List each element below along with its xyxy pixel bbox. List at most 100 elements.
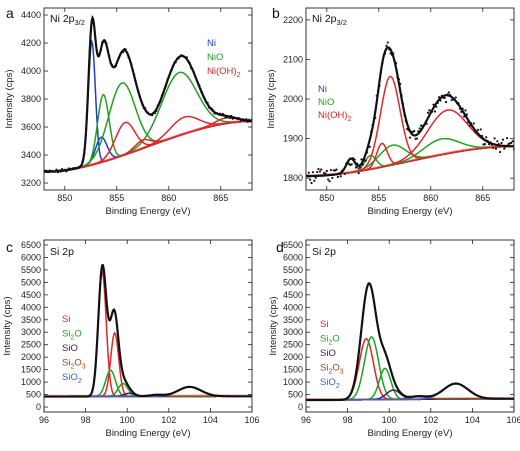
data-point <box>435 105 438 108</box>
plot-area <box>44 264 252 398</box>
y-axis-label: Intensity (cps) <box>2 296 13 355</box>
data-point <box>446 93 449 96</box>
data-point <box>465 113 468 116</box>
envelope-line <box>306 282 514 402</box>
data-point <box>141 103 144 107</box>
panel-letter: d <box>276 239 284 255</box>
y-tick-label: 0 <box>36 402 41 412</box>
component-nio <box>44 82 252 173</box>
data-point <box>167 76 170 79</box>
data-point <box>358 166 362 169</box>
x-tick-label: 106 <box>506 415 520 425</box>
x-axis-label: Binding Energy (eV) <box>105 206 190 217</box>
legend-entry: Si <box>62 314 70 325</box>
data-point <box>119 53 122 56</box>
data-point <box>105 42 108 45</box>
legend-entry: Ni(OH)2 <box>207 66 241 79</box>
panel-letter: a <box>6 5 14 21</box>
data-point <box>399 82 402 85</box>
data-point <box>390 53 394 56</box>
y-tick-label: 3800 <box>21 94 41 104</box>
data-point <box>157 102 161 105</box>
legend: Ni NiO Ni(OH)2 <box>207 38 241 79</box>
data-point <box>335 168 338 171</box>
y-axis-label: Intensity (cps) <box>266 69 277 128</box>
data-point <box>329 168 333 172</box>
data-point <box>117 56 120 59</box>
data-point <box>103 39 107 42</box>
data-point <box>353 158 356 161</box>
data-point <box>494 147 498 150</box>
data-point <box>336 175 339 179</box>
data-point <box>55 168 58 171</box>
y-tick-label: 4400 <box>21 10 41 20</box>
component-nio <box>44 71 252 173</box>
data-point <box>479 128 482 131</box>
data-point <box>365 151 369 154</box>
data-point <box>464 109 467 112</box>
data-point <box>496 140 499 143</box>
x-tick-label: 104 <box>465 415 480 425</box>
data-point <box>461 107 464 110</box>
envelope-line <box>44 264 252 398</box>
data-point <box>318 170 321 173</box>
data-point <box>371 123 374 126</box>
panel-b: b Ni 2p3/2 850 855 860 865 1800 1900 2000 2100 220… <box>266 5 515 217</box>
data-point <box>202 95 205 98</box>
data-point <box>200 91 204 94</box>
legend-entry: SiO2 <box>320 377 340 390</box>
data-point <box>392 52 395 55</box>
data-point <box>396 76 399 79</box>
plot-area <box>306 282 514 402</box>
data-point <box>196 81 200 85</box>
data-point <box>245 118 248 121</box>
data-point <box>444 100 448 104</box>
data-point <box>431 110 434 113</box>
data-point <box>375 94 378 97</box>
data-point <box>88 50 91 53</box>
data-point <box>115 64 118 68</box>
y-tick-label: 3000 <box>21 327 41 337</box>
data-point <box>139 99 143 103</box>
data-point <box>422 124 425 127</box>
data-point <box>135 85 139 88</box>
data-point <box>386 41 389 44</box>
data-point <box>468 124 471 127</box>
legend-entry: Si2O <box>62 329 82 342</box>
data-point <box>447 91 450 94</box>
panel-title: Si 2p <box>312 246 336 258</box>
data-point <box>352 157 355 160</box>
data-point <box>178 55 181 58</box>
y-tick-label: 4000 <box>283 302 303 312</box>
data-point <box>458 107 462 110</box>
data-point <box>453 98 456 102</box>
data-point <box>130 63 133 66</box>
data-point <box>449 93 452 97</box>
data-point <box>164 84 168 87</box>
data-point <box>174 61 177 64</box>
data-point <box>166 78 169 81</box>
data-point <box>511 140 514 143</box>
legend-entry: SiO2 <box>62 372 82 385</box>
data-point <box>400 94 403 97</box>
data-point <box>195 78 198 81</box>
data-point <box>128 59 132 63</box>
data-point <box>350 163 353 166</box>
data-point <box>404 119 407 123</box>
data-point <box>389 52 392 55</box>
data-point <box>338 172 341 175</box>
data-point <box>440 94 443 98</box>
y-tick-label: 4000 <box>21 302 41 312</box>
data-point <box>188 61 191 64</box>
x-tick-label: 104 <box>203 415 218 425</box>
legend-entry: Si2O <box>320 334 340 347</box>
data-point <box>443 96 446 100</box>
data-point <box>393 60 396 63</box>
data-point <box>94 37 97 40</box>
data-point <box>415 137 419 140</box>
data-point <box>96 54 100 58</box>
panel-title: Ni 2p3/2 <box>312 13 347 27</box>
data-point <box>121 50 125 54</box>
data-point <box>403 114 406 117</box>
